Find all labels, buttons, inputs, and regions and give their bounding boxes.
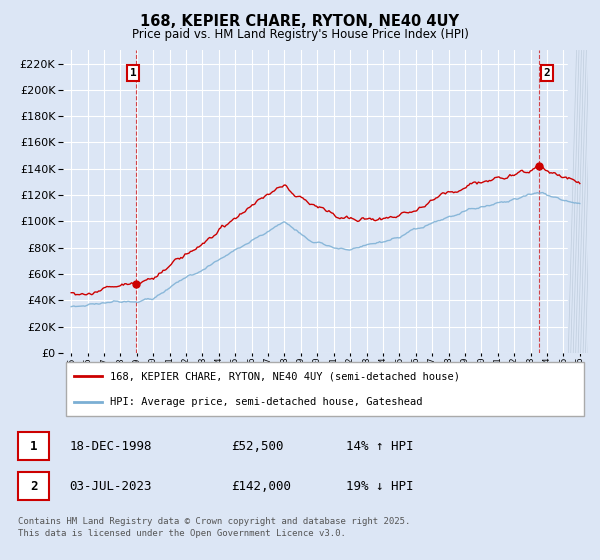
- Text: £52,500: £52,500: [231, 440, 283, 452]
- Text: 1: 1: [30, 440, 37, 452]
- Text: 2: 2: [30, 480, 37, 493]
- FancyBboxPatch shape: [18, 432, 49, 460]
- Text: 168, KEPIER CHARE, RYTON, NE40 4UY: 168, KEPIER CHARE, RYTON, NE40 4UY: [140, 14, 460, 29]
- Text: 03-JUL-2023: 03-JUL-2023: [70, 480, 152, 493]
- FancyBboxPatch shape: [18, 472, 49, 500]
- Text: 2: 2: [544, 68, 550, 78]
- Text: 14% ↑ HPI: 14% ↑ HPI: [346, 440, 413, 452]
- Text: 18-DEC-1998: 18-DEC-1998: [70, 440, 152, 452]
- Text: 19% ↓ HPI: 19% ↓ HPI: [346, 480, 413, 493]
- FancyBboxPatch shape: [65, 362, 584, 416]
- Text: 168, KEPIER CHARE, RYTON, NE40 4UY (semi-detached house): 168, KEPIER CHARE, RYTON, NE40 4UY (semi…: [110, 371, 460, 381]
- Text: Price paid vs. HM Land Registry's House Price Index (HPI): Price paid vs. HM Land Registry's House …: [131, 28, 469, 41]
- Text: 1: 1: [130, 68, 136, 78]
- Text: £142,000: £142,000: [231, 480, 291, 493]
- Text: HPI: Average price, semi-detached house, Gateshead: HPI: Average price, semi-detached house,…: [110, 397, 423, 407]
- Text: Contains HM Land Registry data © Crown copyright and database right 2025.
This d: Contains HM Land Registry data © Crown c…: [18, 517, 410, 538]
